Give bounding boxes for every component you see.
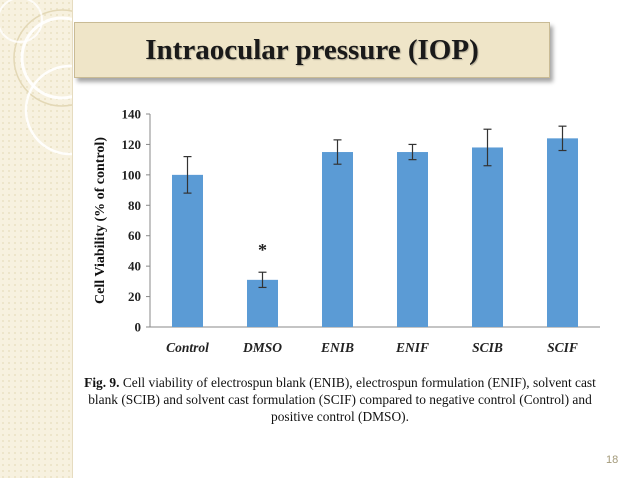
bar [397, 152, 428, 327]
y-tick-label: 140 [122, 107, 142, 122]
bar [547, 138, 578, 327]
x-category-label: Control [166, 340, 209, 355]
y-tick-label: 0 [135, 320, 142, 335]
x-category-label: SCIB [472, 340, 503, 355]
bar [322, 152, 353, 327]
decorative-left-band [0, 0, 73, 478]
title-banner: Intraocular pressure (IOP) [74, 22, 550, 78]
y-tick-label: 20 [128, 289, 141, 304]
page-number: 18 [606, 454, 619, 466]
y-tick-label: 80 [128, 198, 141, 213]
bar [172, 174, 203, 327]
y-tick-label: 100 [122, 167, 142, 182]
y-axis-label: Cell Viability (% of control) [93, 137, 108, 304]
x-category-label: DMSO [242, 340, 282, 355]
caption-label: Fig. 9. [84, 375, 120, 390]
slide-title: Intraocular pressure (IOP) [145, 33, 479, 66]
caption-text: Cell viability of electrospun blank (ENI… [88, 375, 596, 424]
x-category-label: ENIF [395, 340, 429, 355]
significance-annotation: * [258, 240, 267, 260]
y-tick-label: 120 [122, 137, 142, 152]
bar [472, 147, 503, 327]
y-tick-label: 40 [128, 259, 141, 274]
y-tick-label: 60 [128, 228, 141, 243]
x-category-label: SCIF [547, 340, 578, 355]
decorative-rings [0, 0, 72, 156]
x-category-label: ENIB [320, 340, 354, 355]
figure-caption: Fig. 9. Cell viability of electrospun bl… [80, 374, 600, 425]
cell-viability-bar-chart: Cell Viability (% of control) 0 20 40 60 80 10… [93, 107, 600, 355]
